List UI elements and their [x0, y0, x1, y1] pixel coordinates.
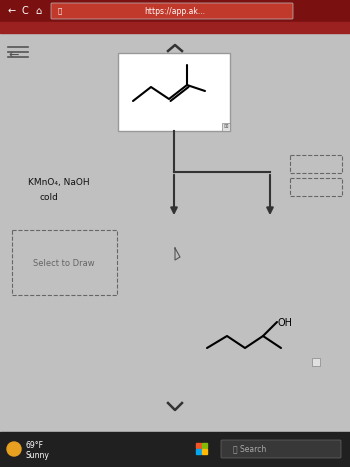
Bar — [0, 0, 350, 22]
Bar — [312, 358, 320, 366]
Bar — [290, 178, 342, 196]
Bar — [202, 443, 207, 448]
Text: C: C — [22, 6, 29, 16]
Bar — [290, 155, 342, 173]
Text: ⌂: ⌂ — [35, 6, 41, 16]
FancyBboxPatch shape — [51, 3, 293, 19]
Text: cold: cold — [40, 192, 59, 201]
Bar — [118, 53, 230, 131]
Bar — [12, 230, 117, 295]
Bar — [0, 22, 350, 33]
Bar — [196, 449, 201, 454]
Text: 69°F: 69°F — [26, 440, 44, 450]
Text: ⊞: ⊞ — [224, 125, 228, 129]
Text: ←: ← — [8, 6, 16, 16]
FancyBboxPatch shape — [221, 440, 341, 458]
Text: OH: OH — [278, 318, 293, 328]
Bar — [202, 449, 207, 454]
Bar — [196, 443, 201, 448]
Circle shape — [7, 442, 21, 456]
Text: https://app.ak...: https://app.ak... — [145, 7, 205, 15]
Bar — [0, 33, 350, 432]
Bar — [222, 123, 230, 131]
Text: KMnO₄, NaOH: KMnO₄, NaOH — [28, 178, 90, 187]
Text: 🔒: 🔒 — [58, 7, 62, 14]
Text: ←: ← — [8, 49, 19, 62]
Text: Select to Draw: Select to Draw — [33, 259, 95, 268]
Bar — [0, 432, 350, 467]
Text: 🔍 Search: 🔍 Search — [233, 445, 266, 453]
Text: Sunny: Sunny — [26, 451, 50, 460]
